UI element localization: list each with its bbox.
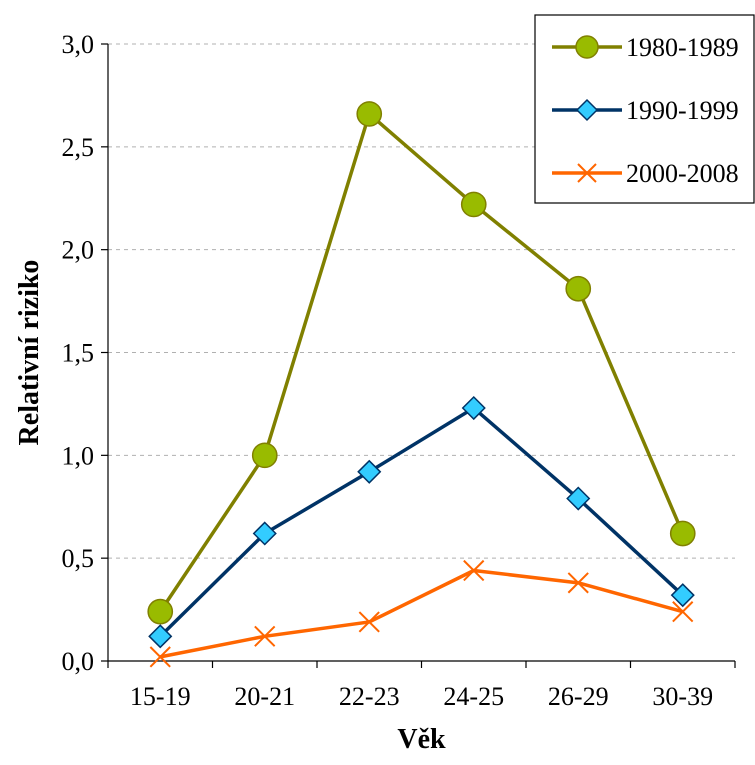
diamond-marker [575,98,599,122]
diamond-marker [566,486,591,511]
y-tick-label: 2,0 [62,236,95,265]
series-2000-2008 [149,559,694,668]
x-tick-label: 15-19 [130,682,191,711]
y-tick-label: 0,0 [62,647,95,676]
x-tick-label: 24-25 [443,682,504,711]
cross-marker [577,163,597,183]
y-tick-label: 1,5 [62,339,95,368]
diamond-marker [252,521,277,546]
cross-marker [463,559,485,582]
circle-marker [575,35,599,59]
y-tick-label: 0,5 [62,544,95,573]
y-tick-label: 3,0 [62,30,95,59]
diamond-marker [461,395,486,421]
legend-label: 2000-2008 [626,159,739,188]
circle-marker [669,520,696,547]
series-line [159,406,684,638]
cross-marker [254,625,276,647]
x-axis-title: Věk [397,724,446,755]
series-1990-1999 [148,395,695,649]
x-tick-label: 30-39 [652,682,713,711]
y-axis-title: Relativní riziko [14,260,45,446]
series-layer [147,101,696,668]
cross-marker [358,611,380,633]
diamond-marker [670,583,695,608]
y-tick-label: 2,5 [62,133,95,162]
legend: 1980-1989 1990-1999 2000-2008 [534,14,755,204]
legend-label: 1980-1989 [626,33,739,62]
cross-marker [149,646,171,668]
x-tick-label: 20-21 [234,682,295,711]
series-line [158,112,685,613]
y-tick-labels: 0,0 0,5 1,0 1,5 2,0 2,5 3,0 [62,30,108,676]
series-1980-1989 [147,101,696,625]
circle-marker [565,275,592,302]
circle-marker [251,442,278,469]
legend-label: 1990-1999 [626,96,739,125]
y-tick-label: 1,0 [62,441,95,470]
circle-marker [356,101,383,127]
gridlines [108,43,735,559]
diamond-marker [148,624,173,649]
circle-marker [460,191,487,218]
cross-marker [567,572,589,594]
x-tick-label: 22-23 [339,682,400,711]
diamond-marker [357,459,382,484]
x-tick-labels: 15-19 20-21 22-23 24-25 26-29 30-39 [107,661,736,711]
circle-marker [147,598,174,625]
series-line [159,568,684,659]
x-tick-label: 26-29 [548,682,609,711]
cross-marker [672,601,694,623]
